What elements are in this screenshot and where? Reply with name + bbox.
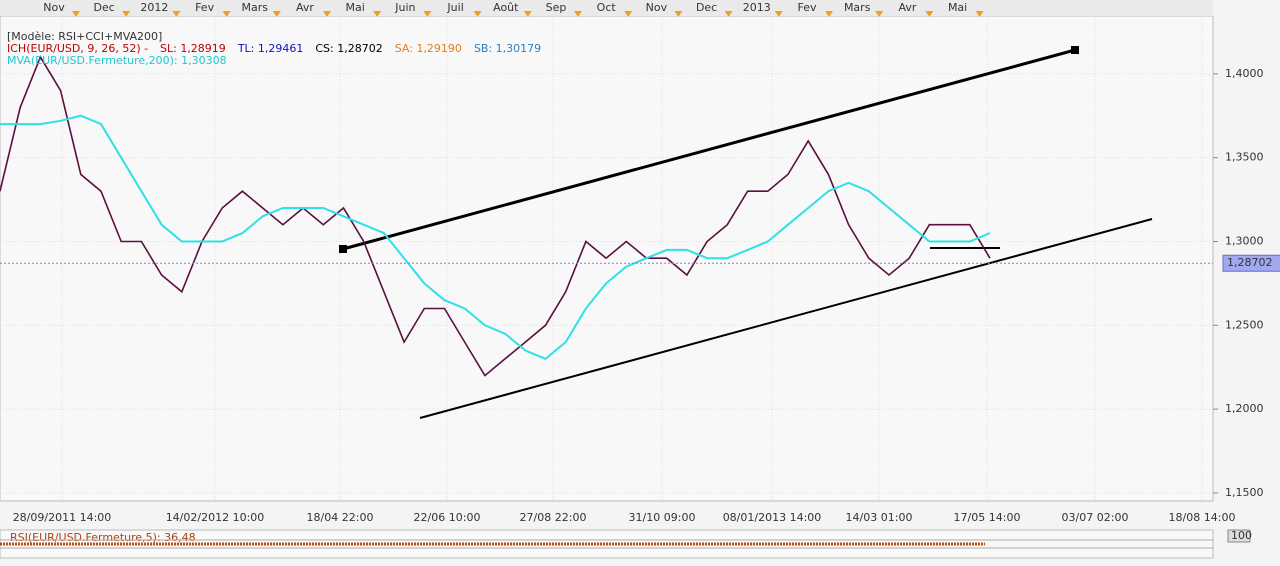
series-layer: [0, 55, 991, 377]
month-label: Dec: [696, 1, 717, 14]
y-tick-label: 1,1500: [1225, 486, 1264, 499]
indicator-label: SA: 1,29190: [395, 42, 462, 55]
month-marker: [875, 11, 884, 17]
month-marker: [373, 11, 382, 17]
y-tick-label: 1,2500: [1225, 318, 1264, 331]
x-tick-label: 18/08 14:00: [1169, 511, 1236, 524]
month-label: Mai: [346, 1, 365, 14]
trend-line: [419, 218, 1153, 419]
month-marker: [624, 11, 633, 17]
month-label: Nov: [43, 1, 65, 14]
x-tick-label: 08/01/2013 14:00: [723, 511, 822, 524]
month-marker: [724, 11, 733, 17]
last-price-label: 1,28702: [1227, 256, 1273, 269]
oscillator-label: RSI(EUR/USD.Fermeture,5): 36,48: [10, 531, 196, 544]
indicator-label: TL: 1,29461: [237, 42, 304, 55]
y-tick-label: 1,3500: [1225, 151, 1264, 164]
legend-entry: ICH(EUR/USD, 9, 26, 52) -: [7, 42, 148, 55]
x-tick-label: 28/09/2011 14:00: [13, 511, 112, 524]
month-marker: [523, 11, 532, 17]
month-label: Mars: [844, 1, 871, 14]
x-tick-label: 17/05 14:00: [954, 511, 1021, 524]
y-tick-label: 1,2000: [1225, 402, 1264, 415]
month-marker: [473, 11, 482, 17]
month-label: Fev: [195, 1, 214, 14]
x-tick-label: 14/03 01:00: [846, 511, 913, 524]
month-label: Mai: [948, 1, 967, 14]
trend-line: [342, 48, 1076, 251]
month-marker: [272, 11, 281, 17]
x-tick-label: 31/10 09:00: [629, 511, 696, 524]
oscillator-scale: [1227, 529, 1251, 543]
oscillator-max: 100: [1231, 529, 1252, 542]
month-label: Fev: [797, 1, 816, 14]
month-label: Avr: [898, 1, 916, 14]
month-marker: [674, 11, 683, 17]
month-label: Oct: [597, 1, 617, 14]
month-bar: [0, 0, 1213, 16]
month-marker: [423, 11, 432, 17]
month-marker: [825, 11, 833, 17]
month-label: Juil: [446, 1, 463, 14]
y-tick-label: 1,3000: [1225, 234, 1264, 247]
price-line: [0, 114, 991, 360]
month-label: Nov: [646, 1, 668, 14]
month-marker: [72, 11, 80, 17]
month-marker: [172, 11, 181, 17]
x-tick-label: 22/06 10:00: [414, 511, 481, 524]
month-label: Avr: [296, 1, 314, 14]
month-label: Dec: [94, 1, 115, 14]
legend-title: [Modèle: RSI+CCI+MVA200]: [7, 30, 162, 43]
month-label: 2013: [743, 1, 771, 14]
price-line: [0, 55, 991, 377]
month-marker: [574, 11, 582, 17]
month-marker: [122, 11, 131, 17]
x-tick-label: 27/08 22:00: [520, 511, 587, 524]
month-label: Sep: [546, 1, 567, 14]
legend-entry: MVA(EUR/USD.Fermeture,200): 1,30308: [7, 54, 227, 67]
x-tick-label: 14/02/2012 10:00: [166, 511, 265, 524]
month-label: Juin: [394, 1, 415, 14]
month-marker: [925, 11, 934, 17]
indicator-label: SB: 1,30179: [474, 42, 541, 55]
month-marker: [975, 11, 984, 17]
x-tick-label: 03/07 02:00: [1062, 511, 1129, 524]
trend-handle: [1071, 46, 1079, 54]
grid: [0, 16, 1213, 501]
trend-handle: [339, 245, 347, 253]
month-label: 2012: [140, 1, 168, 14]
month-marker: [774, 11, 783, 17]
month-marker: [323, 11, 331, 17]
x-tick-label: 18/04 22:00: [307, 511, 374, 524]
month-label: Août: [493, 1, 519, 14]
y-tick-label: 1,4000: [1225, 67, 1264, 80]
indicator-label: SL: 1,28919: [160, 42, 226, 55]
indicator-label: CS: 1,28702: [315, 42, 382, 55]
month-label: Mars: [242, 1, 269, 14]
month-marker: [222, 11, 231, 17]
oscillator-lines: [0, 539, 1213, 549]
last-price-box: [1222, 254, 1280, 272]
